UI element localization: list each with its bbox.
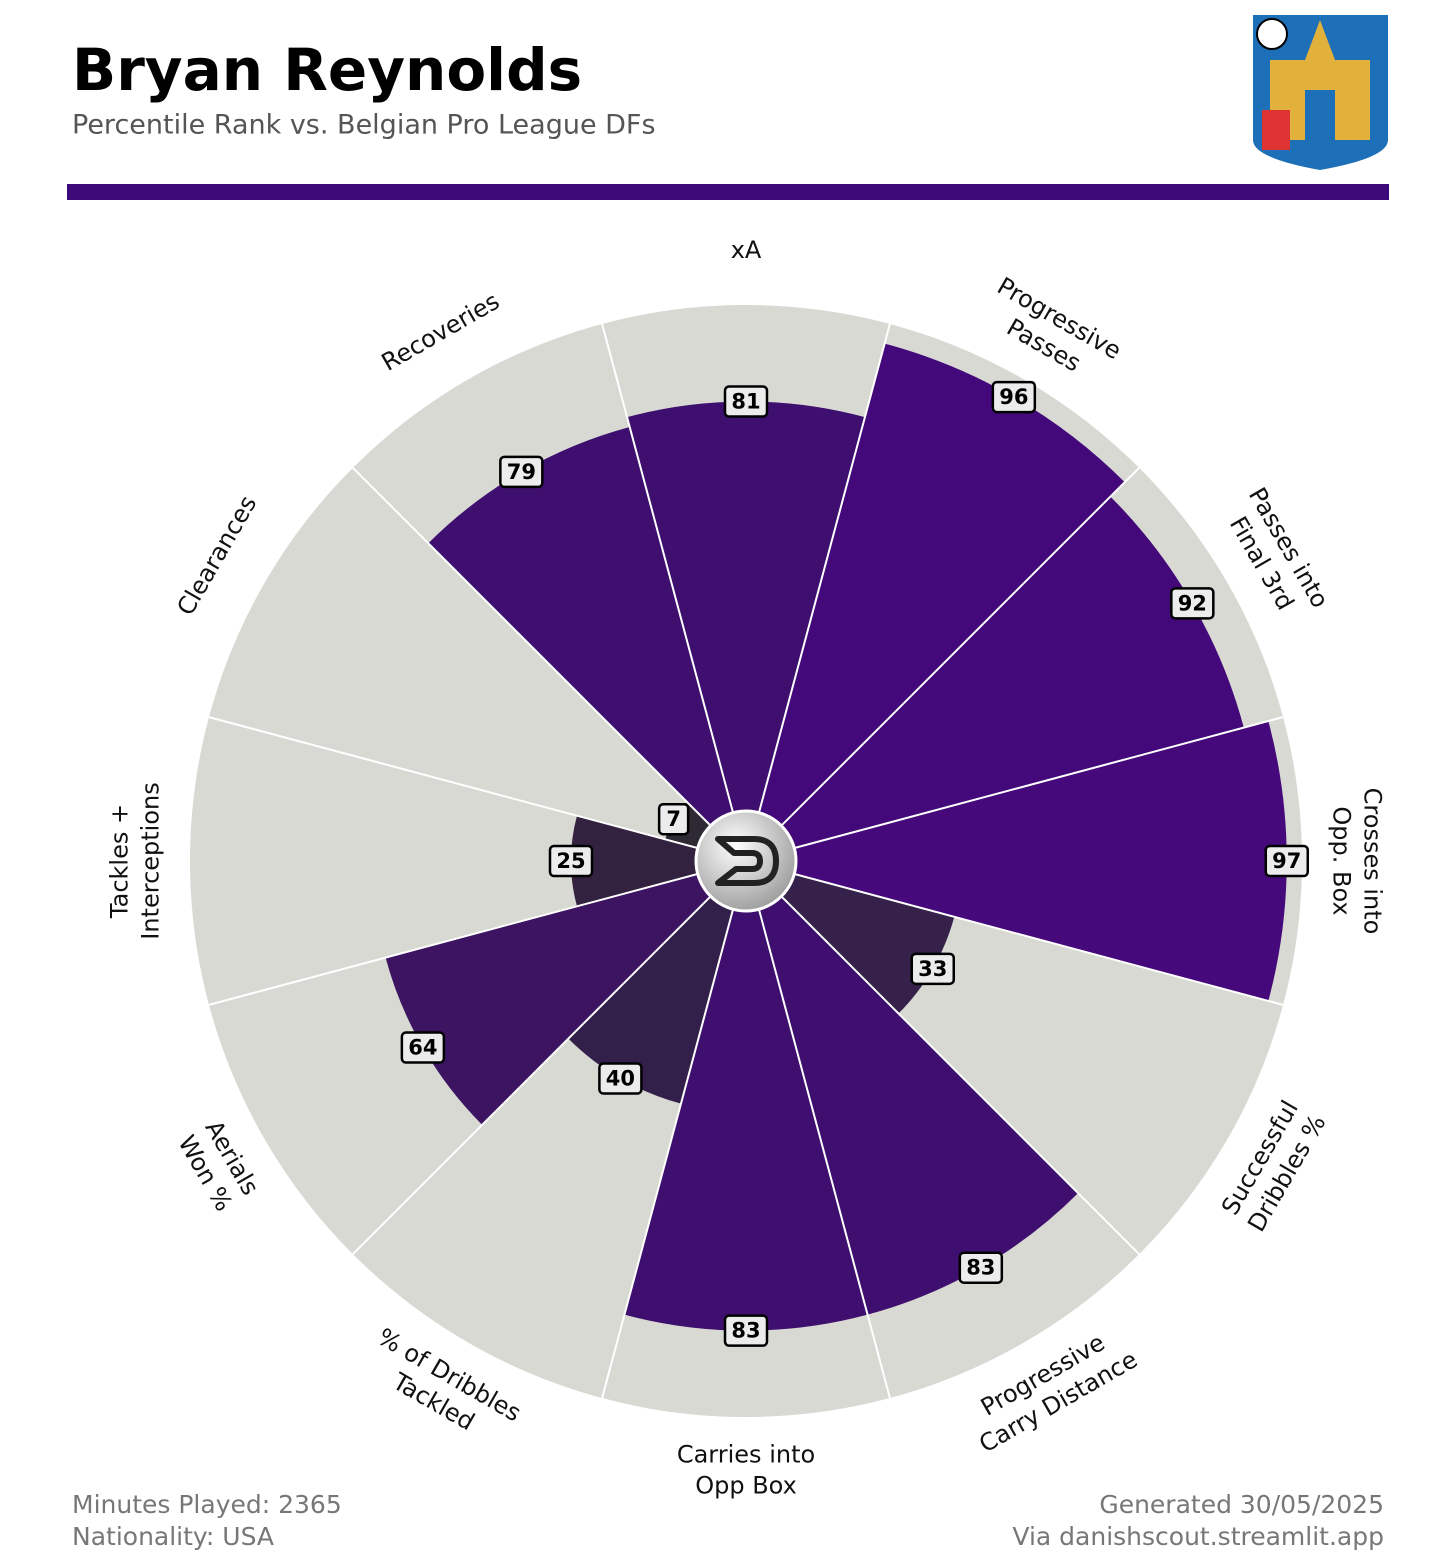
bar <box>627 401 865 861</box>
club-crest <box>1253 15 1388 170</box>
bar <box>746 496 1244 861</box>
value-box <box>1170 587 1215 620</box>
value-label: 40 <box>598 1062 643 1095</box>
value-text: 96 <box>999 385 1028 409</box>
value-text: 25 <box>556 849 585 873</box>
category-text: xA <box>731 236 762 264</box>
slice-divider <box>208 860 747 1006</box>
value-text: 83 <box>966 1256 995 1280</box>
header-bar <box>67 184 1389 200</box>
slice-divider <box>745 467 1140 862</box>
category-text: Tackles + <box>106 804 134 919</box>
category-label: Carries into Opp Box <box>677 1441 815 1500</box>
value-text: 79 <box>507 460 536 484</box>
value-box <box>958 1251 1004 1284</box>
slice-divider <box>352 860 747 1255</box>
value-box <box>991 380 1037 414</box>
category-text: Opp. Box <box>1328 806 1356 915</box>
value-text: 7 <box>666 807 681 831</box>
center-logo <box>694 809 798 913</box>
value-text: 40 <box>606 1067 635 1091</box>
slice-divider <box>745 323 891 862</box>
value-label: 83 <box>723 1314 769 1347</box>
slice-divider <box>745 860 1284 1006</box>
footer-minutes: Minutes Played: 2365 <box>72 1490 342 1519</box>
value-box <box>400 1031 446 1064</box>
bar <box>746 861 955 1014</box>
bar <box>746 721 1287 1001</box>
footer-source: Via danishscout.streamlit.app <box>1012 1522 1384 1551</box>
category-label: xA <box>731 236 762 264</box>
bar <box>624 861 868 1331</box>
slice-divider <box>745 860 891 1399</box>
value-label: 92 <box>1170 587 1215 620</box>
value-text: 33 <box>918 957 947 981</box>
value-label: 64 <box>400 1031 446 1064</box>
category-text: Recoveries <box>377 287 504 377</box>
slice-divider <box>208 716 747 862</box>
slice-divider <box>745 716 1284 862</box>
footer-generated: Generated 30/05/2025 <box>1099 1490 1384 1519</box>
value-text: 92 <box>1178 591 1207 615</box>
chart-title: Bryan Reynolds <box>72 36 582 104</box>
value-box <box>657 802 690 836</box>
value-label: 97 <box>1264 844 1310 878</box>
bar <box>568 861 746 1104</box>
category-text: Opp Box <box>695 1472 797 1500</box>
value-label: 7 <box>657 802 690 836</box>
slice-divider <box>745 860 1140 1255</box>
center-logo-mark <box>715 836 779 886</box>
value-text: 97 <box>1272 849 1301 873</box>
value-text: 83 <box>731 1319 760 1343</box>
category-label: Tackles + Interceptions <box>106 782 165 939</box>
value-box <box>723 385 769 418</box>
value-box <box>548 844 594 878</box>
slice-background <box>190 717 746 1005</box>
value-label: 33 <box>910 952 955 986</box>
category-label: Recoveries <box>377 287 504 377</box>
value-label: 25 <box>548 844 594 878</box>
bar <box>428 426 746 861</box>
category-text: Interceptions <box>137 782 165 939</box>
value-label: 81 <box>723 385 769 418</box>
bar <box>746 861 1079 1315</box>
bar <box>746 343 1125 861</box>
value-box <box>910 952 955 986</box>
category-text: Crosses into <box>1359 788 1387 935</box>
slice-divider <box>601 323 747 862</box>
value-box <box>723 1314 769 1347</box>
category-label: Clearances <box>171 491 262 620</box>
slice-background <box>208 467 746 861</box>
category-text: Carries into <box>677 1441 815 1469</box>
slice-divider <box>352 467 747 862</box>
value-label: 83 <box>958 1251 1004 1284</box>
category-text: Clearances <box>171 491 262 620</box>
value-label: 79 <box>499 455 544 489</box>
value-box <box>1264 844 1310 878</box>
value-text: 64 <box>408 1036 437 1060</box>
slice-divider <box>601 860 747 1399</box>
footer-nationality: Nationality: USA <box>72 1522 274 1551</box>
value-label: 96 <box>991 380 1037 414</box>
bar <box>385 861 746 1125</box>
value-box <box>499 455 544 489</box>
value-box <box>598 1062 643 1095</box>
chart-subtitle: Percentile Rank vs. Belgian Pro League D… <box>72 110 656 141</box>
bar <box>571 815 746 907</box>
value-text: 81 <box>731 390 760 414</box>
